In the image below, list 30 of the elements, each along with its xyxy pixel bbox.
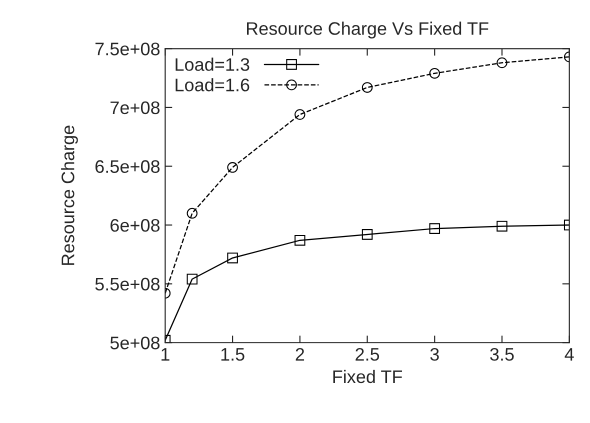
point: [429, 223, 440, 234]
point: [496, 220, 508, 232]
y-tick-label: 6e+08: [110, 218, 160, 232]
point: [227, 252, 238, 264]
legend-label: Load=1.3: [176, 58, 250, 71]
y-tick-label: 6.5e+08: [95, 160, 160, 173]
x-tick-label: 3: [430, 348, 439, 361]
x-tick-label: 3.5: [490, 348, 514, 361]
y-tick-label: 7e+08: [110, 101, 160, 114]
x-tick-label: 4: [564, 348, 574, 361]
point: [362, 82, 373, 93]
x-axis-title: Fixed TF: [333, 370, 402, 384]
x-tick-label: 2.5: [356, 348, 380, 361]
point: [227, 162, 238, 173]
point: [496, 57, 508, 68]
y-tick-label: 5e+08: [110, 336, 160, 350]
x-tick-label: 1.5: [221, 348, 244, 361]
point: [186, 208, 198, 219]
legend-label: Load=1.6: [176, 78, 250, 92]
point: [294, 234, 306, 246]
point: [362, 229, 373, 240]
y-axis-title: Resource Charge: [61, 126, 78, 265]
y-tick-label: 5.5e+08: [95, 278, 160, 291]
point: [429, 68, 440, 79]
point: [294, 109, 306, 120]
y-tick-label: 7.5e+08: [96, 42, 160, 56]
x-tick-label: 2: [296, 348, 304, 361]
point: [186, 274, 198, 285]
chart-title: Resource Charge Vs Fixed TF: [247, 22, 488, 39]
x-tick-label: 1: [162, 348, 170, 361]
